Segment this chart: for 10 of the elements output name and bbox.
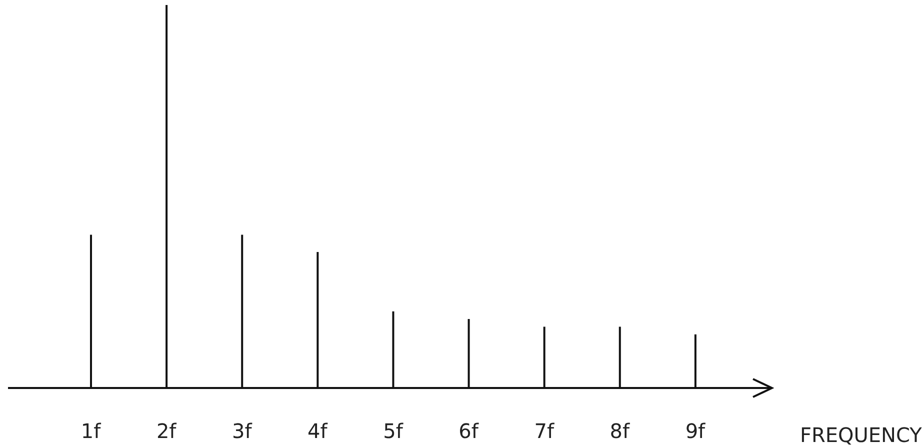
x-tick-label: 3f: [232, 419, 253, 444]
x-tick-label: 8f: [610, 419, 631, 444]
x-tick-label: 9f: [685, 419, 706, 444]
x-tick-label: 5f: [383, 419, 404, 444]
x-tick-label: 4f: [308, 419, 328, 444]
x-tick-label: 1f: [80, 419, 102, 444]
x-tick-label: 2f: [156, 419, 178, 444]
x-axis-title: FREQUENCY: [800, 423, 922, 446]
x-tick-label: 7f: [534, 419, 555, 444]
x-tick-label: 6f: [458, 419, 480, 444]
